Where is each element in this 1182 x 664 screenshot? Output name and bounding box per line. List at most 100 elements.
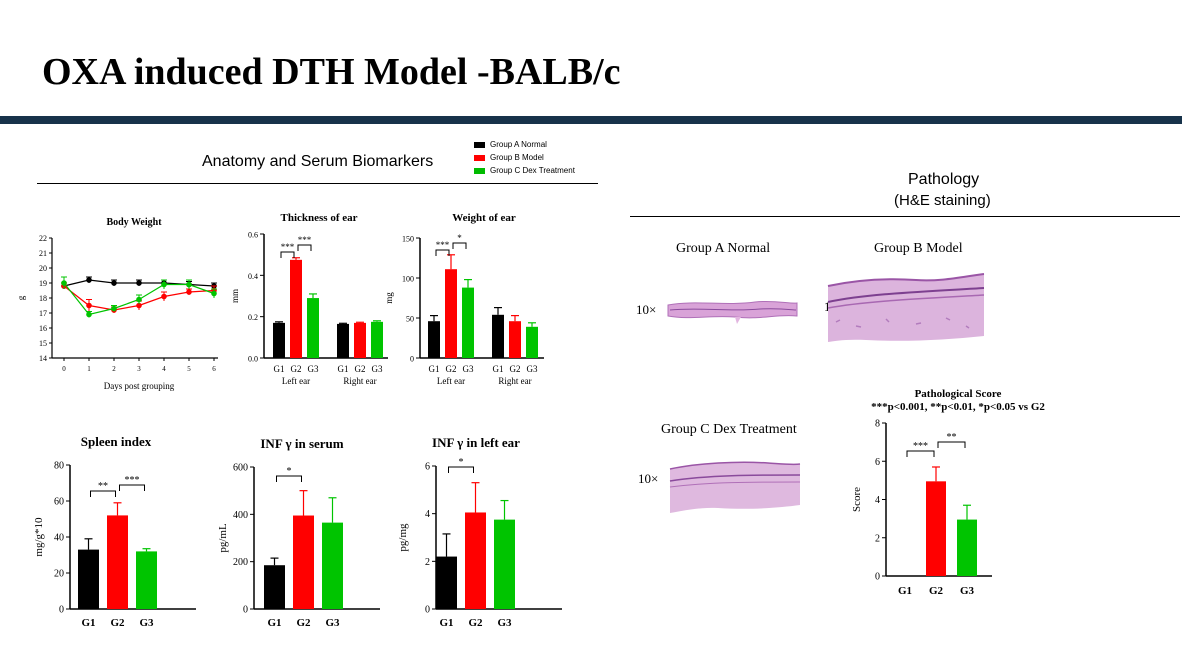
x-tick-label: 0 [62,365,66,373]
x-axis-label: Days post grouping [104,381,175,391]
y-tick-label: 0 [243,605,248,616]
legend-item-group-b: Group B Model [474,151,575,164]
pathology-label-group-c: Group C Dex Treatment [661,422,797,437]
y-tick-label: 2 [425,557,430,568]
chart-title: Body Weight [106,217,162,228]
bar-g2 [354,322,366,358]
significance-bracket [297,244,312,251]
y-tick-label: 20 [39,264,47,273]
bar-g2 [926,481,946,576]
significance-label: *** [298,235,312,245]
x-tick-label: G3 [308,364,319,374]
data-point [111,305,117,312]
y-tick-label: 80 [54,461,64,472]
significance-label: ** [947,432,957,443]
y-tick-label: 20 [54,569,64,580]
y-tick-label: 21 [39,249,47,258]
x-tick-label: G2 [291,364,302,374]
y-tick-label: 17 [39,309,47,318]
y-axis-label: mg [384,292,394,304]
significance-label: *** [436,240,450,250]
x-tick-label: G3 [325,617,340,629]
left-section-title: Anatomy and Serum Biomarkers [202,153,434,170]
data-point [211,290,217,297]
chart-title: INF γ in serum [260,436,343,451]
y-tick-label: 16 [39,324,47,333]
chart-weight-of-ear: Weight of ear 0 50 100 150 mg G1 G2 G3 Left ear G1… [384,212,544,386]
he-stain-image-group-a [667,300,798,324]
chart-subtitle: ***p<0.001, **p<0.01, *p<0.05 vs G2 [871,401,1045,413]
bar-g2 [107,515,128,609]
pathology-label-group-b: Group B Model [874,241,963,256]
significance-bracket [280,251,295,258]
bar-g2 [509,321,521,358]
bar-g3 [322,522,343,609]
y-tick-label: 2 [875,533,880,544]
y-axis-label: g [16,295,26,300]
bar-g3 [307,298,319,358]
y-tick-label: 22 [39,234,47,243]
magnification-label: 10× [636,302,657,317]
y-tick-label: 100 [402,275,414,284]
x-tick-label: G2 [446,364,457,374]
x-tick-label: G1 [439,617,453,629]
bar-g2 [445,269,457,358]
legend-swatch-red [474,154,485,161]
x-tick-label: G3 [960,585,975,597]
group-label: Left ear [282,376,310,386]
x-tick-label: G2 [510,364,521,374]
legend-swatch-green [474,167,485,174]
bar-g1 [436,556,457,609]
significance-label: *** [913,441,928,452]
y-axis-label: pg/mL [217,523,229,553]
y-tick-label: 50 [406,315,414,324]
x-tick-label: G2 [110,617,125,629]
y-tick-label: 4 [425,509,430,520]
x-tick-label: G3 [527,364,538,374]
data-point [136,296,142,303]
chart-title: INF γ in left ear [432,435,520,450]
y-axis-label: Score [851,487,863,512]
significance-bracket [448,466,474,473]
x-tick-label: G2 [468,617,483,629]
y-tick-label: 6 [425,462,430,473]
data-point [186,289,192,295]
significance-bracket [906,450,935,457]
left-section-divider [37,183,598,184]
significance-bracket [937,441,966,448]
y-tick-label: 14 [39,354,47,363]
chart-title: Pathological Score [915,388,1002,400]
y-tick-label: 4 [875,495,880,506]
significance-bracket [452,242,467,249]
header-divider-bar [0,116,1182,124]
x-tick-label: G1 [274,364,285,374]
x-tick-label: G1 [338,364,349,374]
magnification-label: 10× [638,471,659,486]
data-point [136,302,142,309]
data-point [86,302,92,309]
y-tick-label: 0.6 [248,231,258,240]
y-axis-label: mg/g*10 [33,517,45,557]
significance-label: * [457,233,462,243]
right-section-subtitle: (H&E staining) [894,192,991,209]
data-point [161,293,167,300]
significance-label: *** [281,242,295,252]
x-tick-label: G1 [898,585,912,597]
x-tick-label: 3 [137,365,141,373]
y-tick-label: 600 [233,463,248,474]
y-tick-label: 0 [59,605,64,616]
x-tick-label: 4 [162,365,166,373]
chart-title: Thickness of ear [281,212,358,224]
y-tick-label: 0 [425,605,430,616]
x-tick-label: G2 [355,364,366,374]
x-tick-label: G1 [429,364,440,374]
y-axis-label: pg/mg [397,523,409,552]
significance-label: * [287,466,292,477]
y-tick-label: 0.4 [248,272,258,281]
right-section-divider [630,216,1180,217]
significance-bracket [276,475,302,482]
y-tick-label: 19 [39,279,47,288]
chart-body-weight: Body Weight 14 15 16 17 18 19 20 21 22 0 1 2 3 4 5 6 Days… [16,217,218,391]
y-tick-label: 400 [233,510,248,521]
